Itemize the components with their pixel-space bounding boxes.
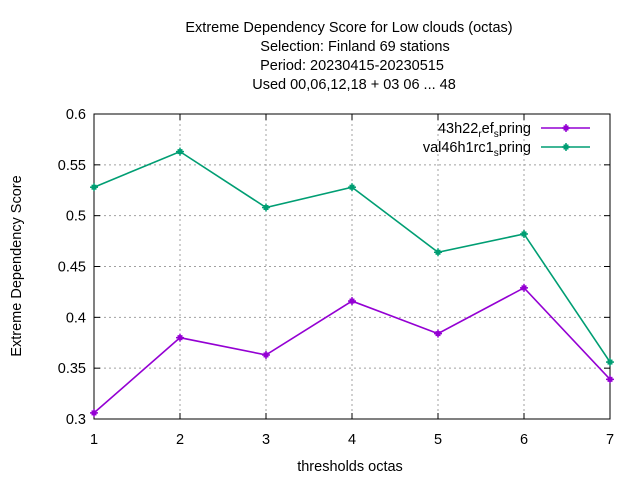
data-point: [176, 147, 184, 156]
data-point: [176, 333, 184, 342]
data-point: [262, 350, 270, 359]
data-point: [90, 183, 98, 192]
y-tick-label: 0.3: [66, 412, 86, 428]
x-tick-label: 5: [434, 432, 442, 448]
y-tick-label: 0.6: [66, 107, 86, 123]
series: [90, 147, 614, 417]
data-point: [606, 375, 614, 384]
x-tick-label: 2: [176, 432, 184, 448]
data-point: [348, 297, 356, 306]
y-tick-label: 0.35: [58, 361, 86, 377]
y-tick-label: 0.4: [66, 310, 86, 326]
x-tick-label: 1: [90, 432, 98, 448]
y-tick-label: 0.55: [58, 158, 86, 174]
legend-label: val46h1rc1spring: [423, 140, 531, 159]
title-line-4: Used 00,06,12,18 + 03 06 ... 48: [252, 77, 456, 93]
x-tick-label: 7: [606, 432, 614, 448]
x-tick-label: 6: [520, 432, 528, 448]
data-point: [434, 248, 442, 257]
x-tick-labels: 1 2 3 4 5 6 7: [90, 432, 614, 448]
x-axis-label: thresholds octas: [297, 459, 403, 475]
plot-frame: [93, 113, 611, 420]
y-tick-label: 0.5: [66, 209, 86, 225]
legend-label: 43h22refspring: [438, 121, 531, 140]
data-point: [520, 283, 528, 292]
data-point: [262, 203, 270, 212]
y-tick-labels: 0.3 0.35 0.4 0.45 0.5 0.55 0.6: [58, 107, 86, 428]
title-line-1: Extreme Dependency Score for Low clouds …: [185, 20, 512, 36]
grid: [94, 114, 610, 419]
x-tick-label: 4: [348, 432, 356, 448]
legend-swatch-marker: [562, 143, 570, 151]
title-line-3: Period: 20230415-20230515: [260, 58, 444, 74]
legend-swatch-marker: [562, 124, 570, 132]
chart-title: Extreme Dependency Score for Low clouds …: [185, 20, 512, 93]
title-line-2: Selection: Finland 69 stations: [260, 39, 449, 55]
data-point: [606, 358, 614, 367]
y-tick-label: 0.45: [58, 260, 86, 276]
data-point: [434, 329, 442, 338]
data-point: [90, 408, 98, 417]
y-axis-label: Extreme Dependency Score: [9, 175, 25, 356]
x-tick-label: 3: [262, 432, 270, 448]
data-point: [520, 229, 528, 238]
data-point: [348, 183, 356, 192]
